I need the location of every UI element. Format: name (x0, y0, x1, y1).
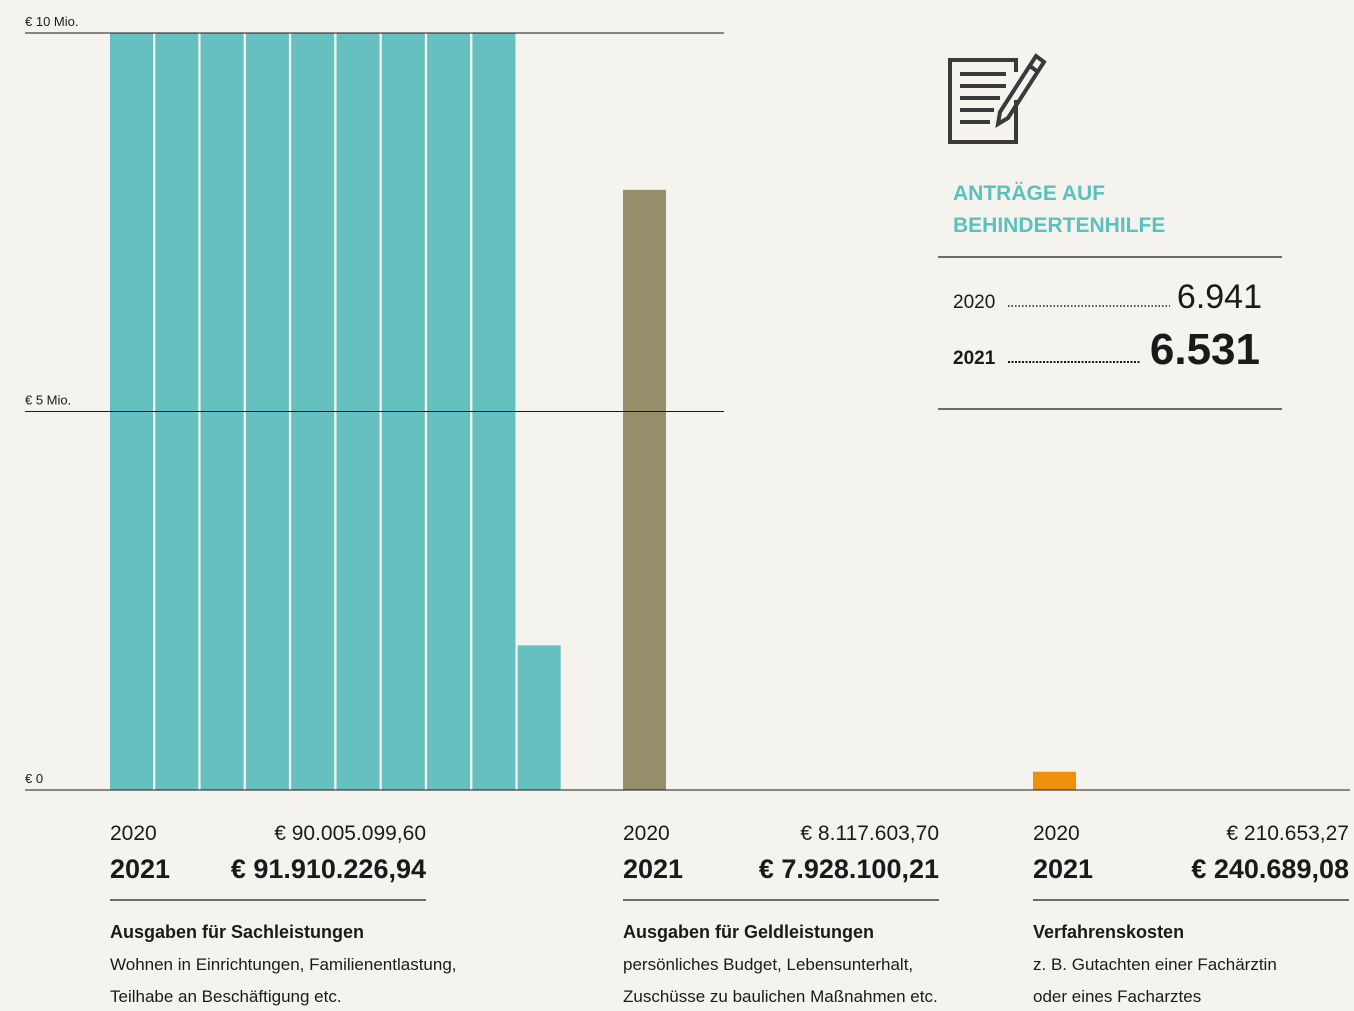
value-label: € 91.910.226,94 (231, 854, 426, 884)
category-description: Wohnen in Einrichtungen, Familienentlast… (110, 955, 457, 974)
year-label: 2020 (110, 822, 157, 845)
bar (1033, 771, 1076, 790)
infobox-year: 2021 (953, 348, 996, 369)
category-description: persönliches Budget, Lebensunterhalt, (623, 955, 913, 974)
value-label: € 8.117.603,70 (800, 822, 939, 845)
y-tick-label: € 0 (25, 771, 43, 786)
infobox-value: 6.531 (1150, 325, 1260, 374)
y-tick-label: € 5 Mio. (25, 393, 71, 408)
category-description: Zuschüsse zu baulichen Maßnahmen etc. (623, 987, 938, 1006)
value-label: € 240.689,08 (1191, 854, 1349, 884)
year-label: 2020 (1033, 822, 1080, 845)
value-label: € 210.653,27 (1226, 822, 1349, 845)
document-icon (948, 53, 1047, 144)
infobox-value: 6.941 (1177, 278, 1262, 316)
infobox-title: BEHINDERTENHILFE (953, 214, 1165, 237)
bar (517, 645, 561, 790)
category-description: Teilhabe an Beschäftigung etc. (110, 987, 342, 1006)
bar (623, 189, 666, 790)
category-label: Verfahrenskosten (1033, 922, 1184, 942)
year-label: 2021 (1033, 854, 1093, 884)
y-tick-label: € 10 Mio. (25, 14, 78, 29)
category-description: oder eines Facharztes (1033, 987, 1201, 1006)
value-label: € 90.005.099,60 (274, 822, 426, 845)
infobox-title: ANTRÄGE AUF (953, 182, 1105, 205)
year-label: 2021 (623, 854, 683, 884)
year-label: 2020 (623, 822, 670, 845)
value-label: € 7.928.100,21 (759, 854, 939, 884)
category-description: z. B. Gutachten einer Fachärztin (1033, 955, 1277, 974)
category-label: Ausgaben für Geldleistungen (623, 922, 874, 942)
year-label: 2021 (110, 854, 170, 884)
category-label: Ausgaben für Sachleistungen (110, 922, 364, 942)
infobox-year: 2020 (953, 292, 995, 313)
